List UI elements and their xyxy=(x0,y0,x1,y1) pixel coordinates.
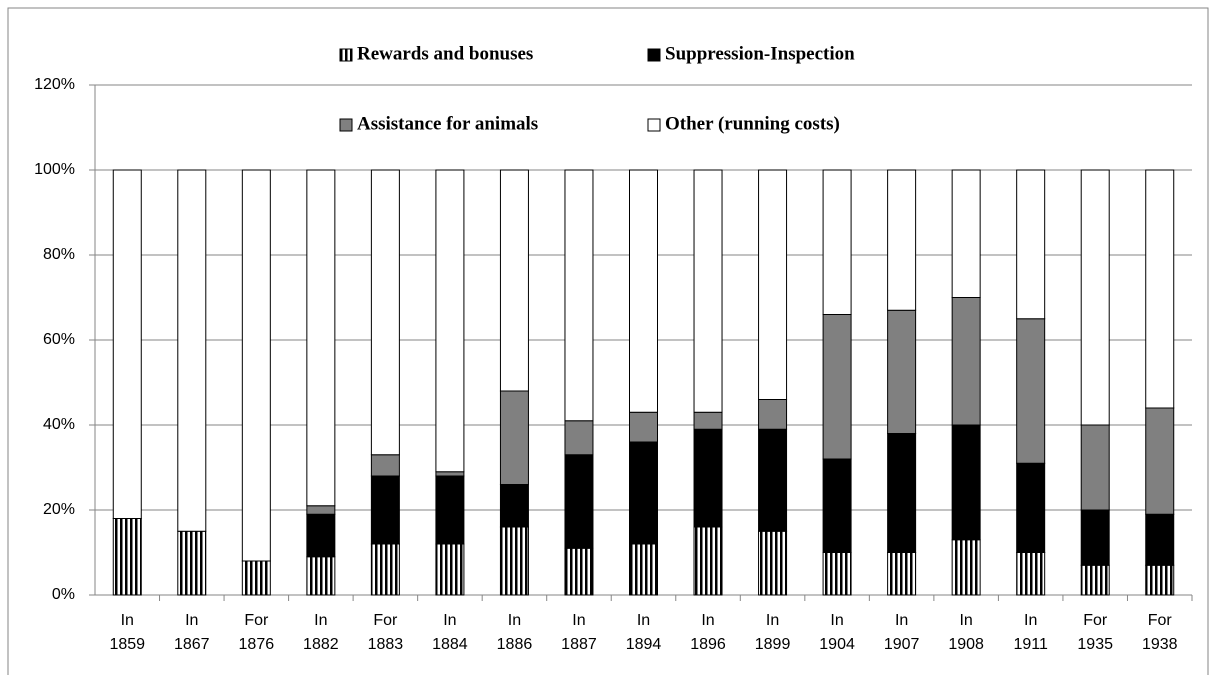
bar-segment xyxy=(951,424,981,541)
bar-segment xyxy=(435,471,465,477)
bar-segment xyxy=(306,505,336,515)
legend-label: Suppression-Inspection xyxy=(665,43,855,64)
y-tick-label: 0% xyxy=(52,586,75,603)
x-tick-label: In 1867 xyxy=(173,612,210,653)
bar-segment xyxy=(1080,424,1110,511)
legend-label: Assistance for animals xyxy=(357,113,538,134)
bar-segment xyxy=(112,169,142,519)
bar-segment xyxy=(822,552,852,596)
x-tick-label: In 1894 xyxy=(625,612,662,653)
bar-segment xyxy=(887,309,917,434)
bar-segment xyxy=(435,543,465,596)
bar-segment xyxy=(1016,169,1046,320)
bar-segment xyxy=(758,169,788,400)
bar-segment xyxy=(951,297,981,426)
bar-segment xyxy=(629,411,658,443)
bar-segment xyxy=(499,526,529,596)
bar-segment xyxy=(112,518,142,596)
bar-segment xyxy=(306,556,336,596)
bar-segment xyxy=(564,454,594,549)
x-tick-label: In 1886 xyxy=(496,612,533,653)
bar-segment xyxy=(1016,318,1046,464)
bar-segment xyxy=(693,169,723,413)
bar-segment xyxy=(693,526,723,596)
bar-segment xyxy=(370,169,400,456)
y-tick-label: 60% xyxy=(43,331,75,348)
legend-label: Other (running costs) xyxy=(665,113,840,134)
bar-segment xyxy=(564,420,594,456)
bar-segment xyxy=(1080,169,1110,426)
bar-segment xyxy=(629,543,658,596)
bar-segment xyxy=(1080,564,1110,596)
bar-segment xyxy=(693,411,723,430)
bar-segment xyxy=(758,428,788,532)
legend-swatch xyxy=(339,118,353,132)
bar-segment xyxy=(822,314,852,460)
bar-segment xyxy=(177,169,207,532)
bar-segment xyxy=(241,560,271,596)
x-tick-label: In 1899 xyxy=(754,612,791,653)
bar-segment xyxy=(1145,169,1175,409)
bar-segment xyxy=(370,543,400,596)
bar-segment xyxy=(499,484,529,528)
bar-segment xyxy=(1145,564,1175,596)
bar-segment xyxy=(887,169,917,311)
y-tick-label: 120% xyxy=(34,76,75,93)
x-tick-label: In 1887 xyxy=(561,612,597,653)
bar-segment xyxy=(564,547,594,596)
bar-segment xyxy=(1016,462,1046,553)
bar-segment xyxy=(499,169,529,392)
x-tick-label: For 1883 xyxy=(367,612,404,653)
bar-segment xyxy=(370,475,400,545)
bar-segment xyxy=(435,475,465,545)
legend-swatch xyxy=(647,118,661,132)
x-tick-label: In 1859 xyxy=(109,612,146,653)
bar-segment xyxy=(758,530,788,596)
bar-segment xyxy=(177,530,207,596)
y-tick-label: 40% xyxy=(43,416,75,433)
x-tick-label: In 1884 xyxy=(432,612,468,653)
bar-segment xyxy=(822,169,852,315)
bar-segment xyxy=(758,399,788,430)
bar-segment xyxy=(435,169,465,473)
bar-segment xyxy=(951,169,981,298)
bar-segment xyxy=(370,454,400,477)
bar-segment xyxy=(499,390,529,485)
y-tick-label: 80% xyxy=(43,246,75,263)
bar-segment xyxy=(822,458,852,553)
chart-border xyxy=(7,7,1209,675)
x-tick-label: For 1938 xyxy=(1141,612,1178,653)
legend-swatch xyxy=(647,48,661,62)
x-tick-label: In 1882 xyxy=(303,612,339,653)
bar-segment xyxy=(629,169,658,413)
bar-segment xyxy=(1016,552,1046,596)
legend-label: Rewards and bonuses xyxy=(357,43,533,64)
x-tick-label: For 1935 xyxy=(1077,612,1113,653)
legend-swatch xyxy=(339,48,353,62)
bar-segment xyxy=(629,441,658,545)
y-tick-label: 20% xyxy=(43,501,75,518)
bar-segment xyxy=(306,169,336,507)
x-tick-label: In 1911 xyxy=(1013,612,1048,653)
x-tick-label: For 1876 xyxy=(238,612,275,653)
x-tick-label: In 1896 xyxy=(690,612,726,653)
x-tick-label: In 1908 xyxy=(948,612,984,653)
bar-segment xyxy=(241,169,271,562)
bar-segment xyxy=(887,433,917,553)
bar-segment xyxy=(693,428,723,528)
bar-segment xyxy=(306,513,336,558)
bar-segment xyxy=(1145,407,1175,515)
bar-segment xyxy=(1145,513,1175,566)
y-tick-label: 100% xyxy=(34,161,75,178)
x-tick-label: In 1904 xyxy=(819,612,855,653)
bar-segment xyxy=(887,552,917,596)
x-tick-label: In 1907 xyxy=(883,612,920,653)
bar-segment xyxy=(1080,509,1110,566)
bar-segment xyxy=(951,539,981,596)
bar-segment xyxy=(564,169,594,422)
